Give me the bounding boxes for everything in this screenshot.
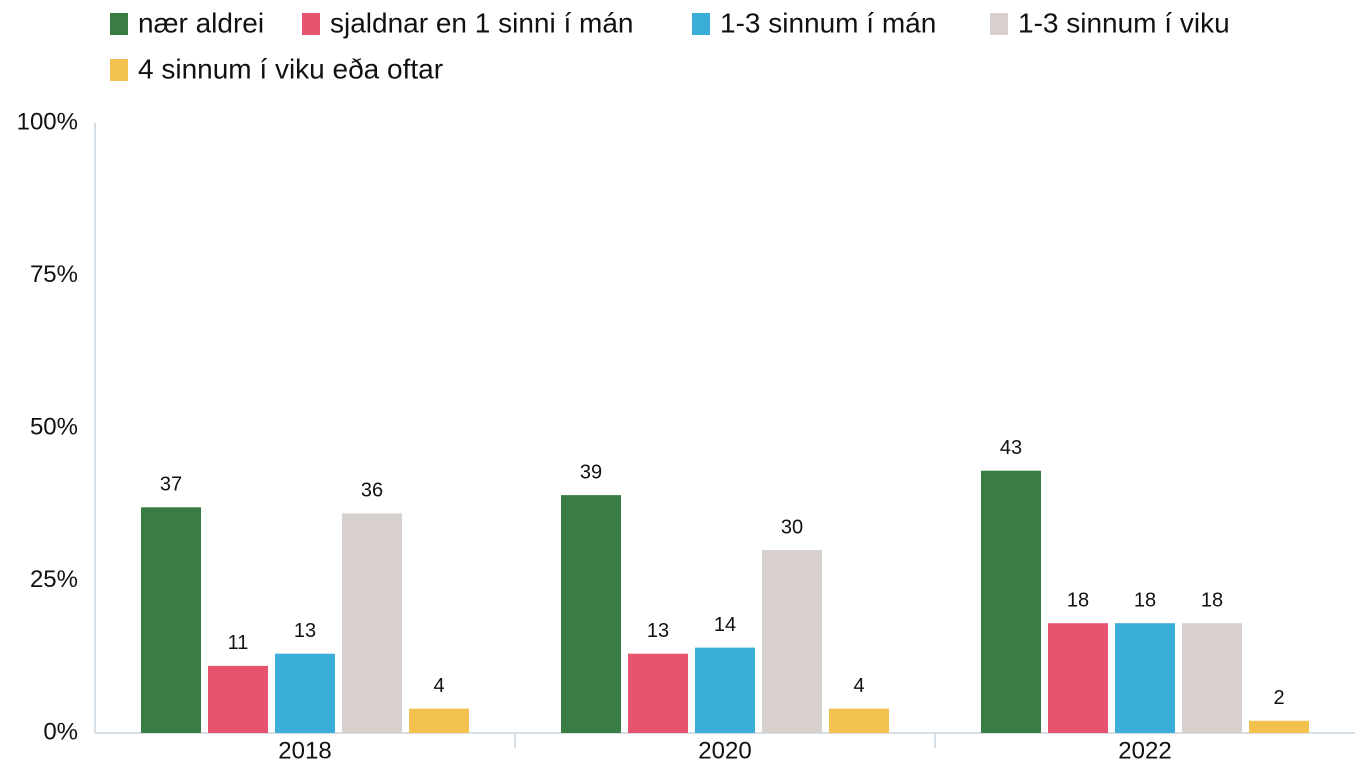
data-label: 14: [714, 614, 736, 636]
bar: [1182, 623, 1242, 733]
legend-label: nær aldrei: [138, 7, 264, 38]
y-tick-label: 75%: [30, 261, 78, 288]
legend-swatch: [692, 13, 710, 35]
x-tick-label: 2022: [1118, 737, 1171, 762]
legend-swatch: [110, 59, 128, 81]
data-label: 13: [647, 620, 669, 642]
y-tick-label: 25%: [30, 566, 78, 593]
legend-swatch: [990, 13, 1008, 35]
data-label: 11: [228, 632, 249, 654]
bar: [981, 470, 1041, 733]
bar: [695, 647, 755, 733]
bar: [628, 653, 688, 733]
data-label: 4: [853, 675, 864, 697]
legend-label: 1-3 sinnum í mán: [720, 7, 936, 38]
legend-swatch: [110, 13, 128, 35]
bar: [762, 550, 822, 733]
legend-label: sjaldnar en 1 sinni í mán: [330, 7, 634, 38]
bar: [141, 507, 201, 733]
data-label: 30: [781, 516, 803, 538]
data-label: 13: [294, 620, 316, 642]
data-label: 18: [1201, 589, 1223, 611]
bar: [561, 495, 621, 733]
data-label: 4: [433, 675, 444, 697]
bar: [208, 665, 268, 733]
y-tick-label: 50%: [30, 413, 78, 440]
bar: [829, 708, 889, 733]
x-tick-label: 2020: [698, 737, 751, 762]
bar: [1249, 720, 1309, 733]
data-label: 2: [1273, 687, 1284, 709]
data-label: 43: [1000, 437, 1022, 459]
bar: [275, 653, 335, 733]
y-tick-label: 100%: [17, 108, 78, 135]
data-label: 36: [361, 480, 383, 502]
x-tick-label: 2018: [278, 737, 331, 762]
y-tick-label: 0%: [43, 718, 78, 745]
data-label: 18: [1134, 589, 1156, 611]
data-label: 37: [160, 474, 182, 496]
legend-swatch: [302, 13, 320, 35]
legend-label: 1-3 sinnum í viku: [1018, 7, 1230, 38]
bar: [409, 708, 469, 733]
data-label: 18: [1067, 589, 1089, 611]
bar: [1115, 623, 1175, 733]
data-label: 39: [580, 461, 602, 483]
bar: [1048, 623, 1108, 733]
legend-label: 4 sinnum í viku eða oftar: [138, 53, 443, 84]
bar: [342, 513, 402, 733]
